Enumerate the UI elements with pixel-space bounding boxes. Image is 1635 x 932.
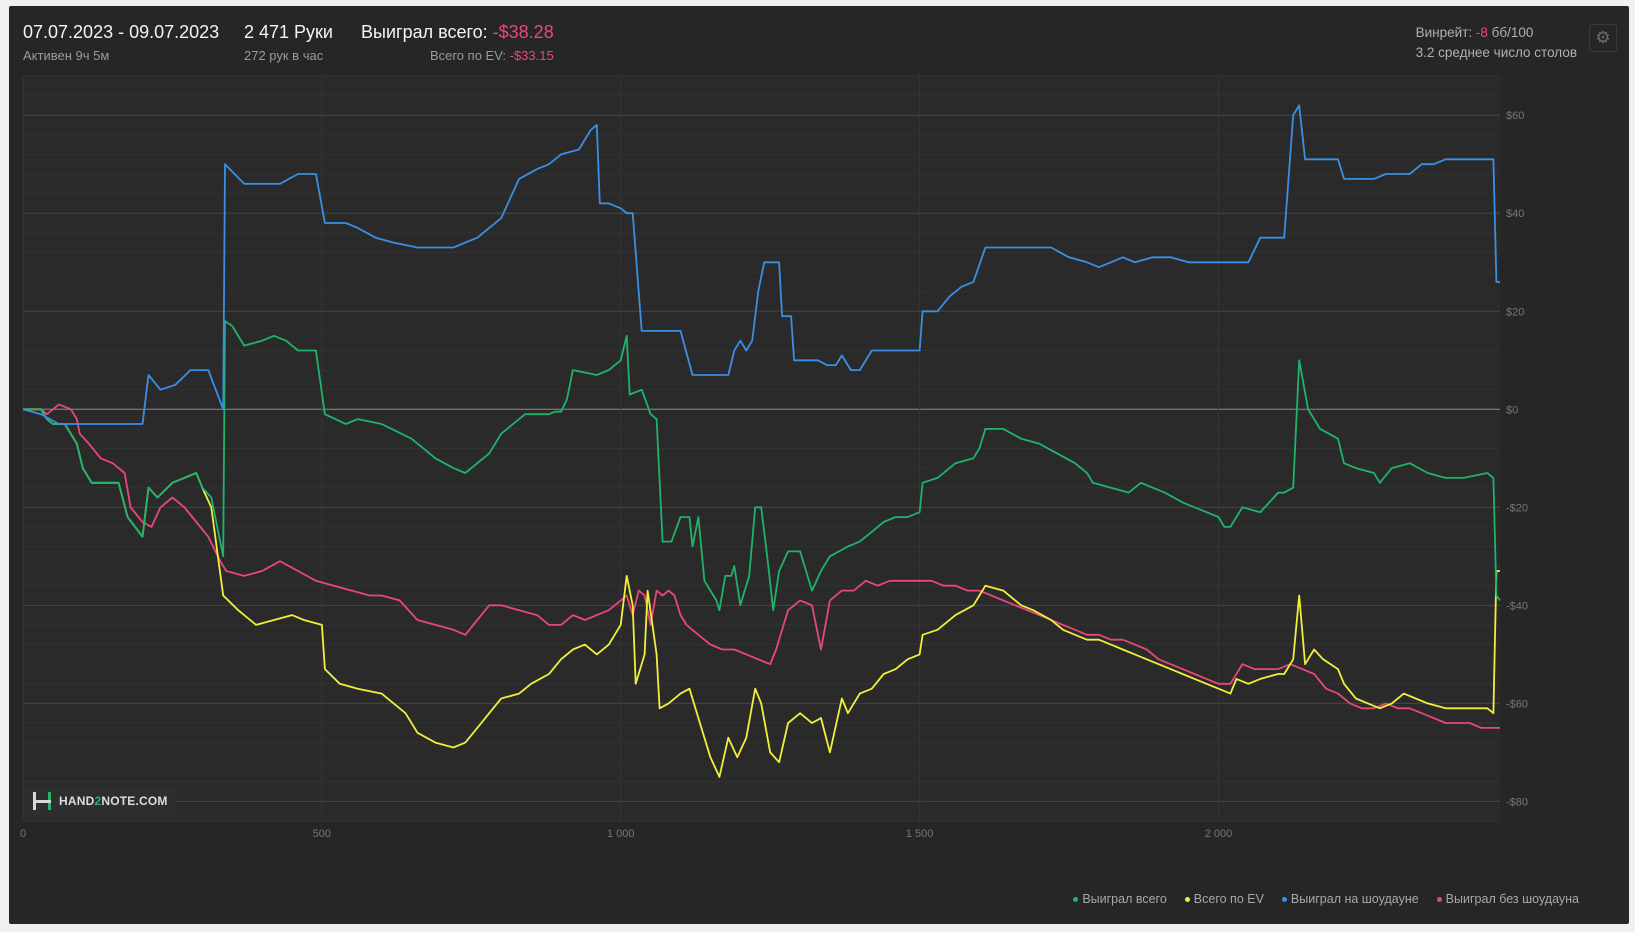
x-tick-label: 2 000: [1205, 828, 1233, 840]
y-axis: $60 $40 $20 $0 -$20 -$40 -$60 -$80: [1506, 110, 1528, 808]
series-ev-total: [23, 408, 1500, 778]
y-tick-label: $40: [1506, 208, 1524, 220]
winrate-value: -8: [1475, 25, 1488, 40]
winrate: Винрейт: -8 бб/100: [1415, 25, 1534, 40]
ev-total: Всего по EV: -$33.15: [429, 48, 554, 63]
legend-item-ev-total[interactable]: Всего по EV: [1184, 892, 1264, 906]
date-range: 07.07.2023 - 09.07.2023: [23, 22, 220, 42]
session-dates: 07.07.2023 - 09.07.2023 Активен 9ч 5м: [23, 22, 219, 63]
hands-per-hour: 272 рук в час: [244, 48, 324, 63]
y-tick-label: -$80: [1506, 796, 1528, 808]
ev-total-value: -$33.15: [509, 48, 554, 63]
logo-text: HAND2NOTE.COM: [59, 794, 168, 808]
y-tick-label: -$40: [1506, 600, 1528, 612]
legend-item-won-total[interactable]: Выиграл всего: [1073, 892, 1167, 906]
x-tick-label: 1 000: [607, 828, 635, 840]
won-total: Выиграл всего: -$38.28: [361, 22, 554, 42]
gear-icon[interactable]: ⚙: [1589, 24, 1617, 52]
legend-dot: [1184, 896, 1190, 902]
stats-header: 07.07.2023 - 09.07.2023 Активен 9ч 5м 2 …: [9, 6, 1629, 76]
series-lines: [22, 104, 1501, 778]
series-showdown: [22, 104, 1500, 425]
x-tick-label: 500: [313, 828, 331, 840]
y-tick-label: -$60: [1506, 698, 1528, 710]
graph-chart: 0 500 1 000 1 500 2 000 $60 $40 $20 $0 -$20 -$40 -…: [20, 75, 1528, 840]
logo: HAND2NOTE.COM: [25, 786, 176, 816]
graph-panel: 07.07.2023 - 09.07.2023 Активен 9ч 5м 2 …: [9, 6, 1629, 924]
grid: [22, 75, 1500, 822]
won-total-value: -$38.28: [492, 22, 554, 42]
legend-dot: [1436, 896, 1442, 902]
legend: Выиграл всего Всего по EV Выиграл на шоу…: [1073, 892, 1579, 906]
legend-item-showdown[interactable]: Выиграл на шоудауне: [1281, 892, 1419, 906]
logo-mark-icon: [33, 792, 51, 810]
y-tick-label: $0: [1506, 404, 1518, 416]
x-tick-label: 1 500: [906, 828, 934, 840]
active-time: Активен 9ч 5м: [23, 48, 110, 63]
winnings-stat: Выиграл всего: -$38.28 Всего по EV: -$33…: [361, 22, 554, 63]
y-tick-label: $60: [1506, 110, 1524, 122]
series-non-showdown: [23, 403, 1500, 729]
legend-dot: [1073, 896, 1079, 902]
y-tick-label: $20: [1506, 306, 1524, 318]
y-tick-label: -$20: [1506, 502, 1528, 514]
x-tick-label: 0: [20, 828, 26, 840]
hands-count: 2 471 Руки: [244, 22, 333, 42]
legend-item-non-showdown[interactable]: Выиграл без шоудауна: [1436, 892, 1579, 906]
legend-dot: [1281, 896, 1287, 902]
winrate-stat: Винрейт: -8 бб/100 3.2 среднее число сто…: [1416, 23, 1577, 63]
avg-tables: 3.2 среднее число столов: [1415, 45, 1577, 60]
hands-stat: 2 471 Руки 272 рук в час: [244, 22, 333, 63]
series-won-total: [23, 320, 1501, 612]
x-axis: 0 500 1 000 1 500 2 000: [20, 828, 1232, 840]
